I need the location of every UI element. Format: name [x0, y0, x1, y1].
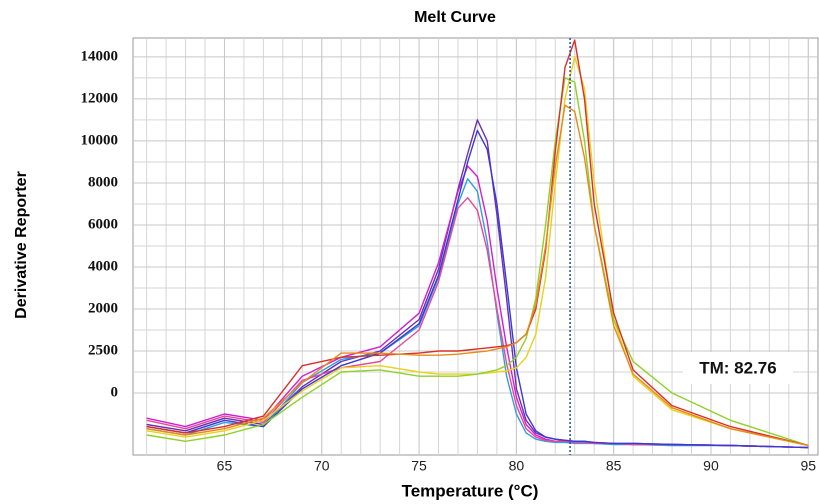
foreground: 14000 12000 10000 8000 6000 4000 2000 2500 0 65 70…	[81, 38, 816, 474]
melt-curve	[146, 39, 809, 447]
y-tick-label: 10000	[81, 132, 119, 148]
plot-area	[132, 37, 819, 456]
melt-curve	[146, 56, 809, 447]
x-tick-label: 80	[509, 458, 525, 474]
melt-curve	[146, 129, 809, 449]
chart-title: Melt Curve	[414, 9, 496, 26]
x-tick-label: 65	[217, 458, 233, 474]
x-tick-label: 95	[800, 458, 816, 474]
annotation-box	[683, 352, 793, 384]
y-tick-label: 0	[111, 384, 119, 400]
y-tick-label: 6000	[88, 216, 118, 232]
x-axis-label: Temperature (°C)	[402, 481, 539, 500]
y-tick-label: 8000	[88, 174, 118, 190]
y-axis-label: Derivative Reporter	[13, 171, 30, 319]
x-tick-label: 90	[703, 458, 719, 474]
x-tick-label: 85	[606, 458, 622, 474]
melt-curve	[146, 104, 809, 447]
lines	[146, 39, 809, 449]
y-tick-label: 4000	[88, 258, 118, 274]
y-tick-label: 2000	[88, 300, 118, 316]
grid	[133, 38, 818, 455]
y-tick-label: 12000	[81, 90, 119, 106]
x-tick-label: 75	[411, 458, 427, 474]
annotation: TM: 82.76	[699, 358, 776, 377]
x-tick-label: 70	[314, 458, 330, 474]
y-tick-label: 14000	[81, 48, 119, 64]
y-tick-label: 2500	[88, 342, 118, 358]
